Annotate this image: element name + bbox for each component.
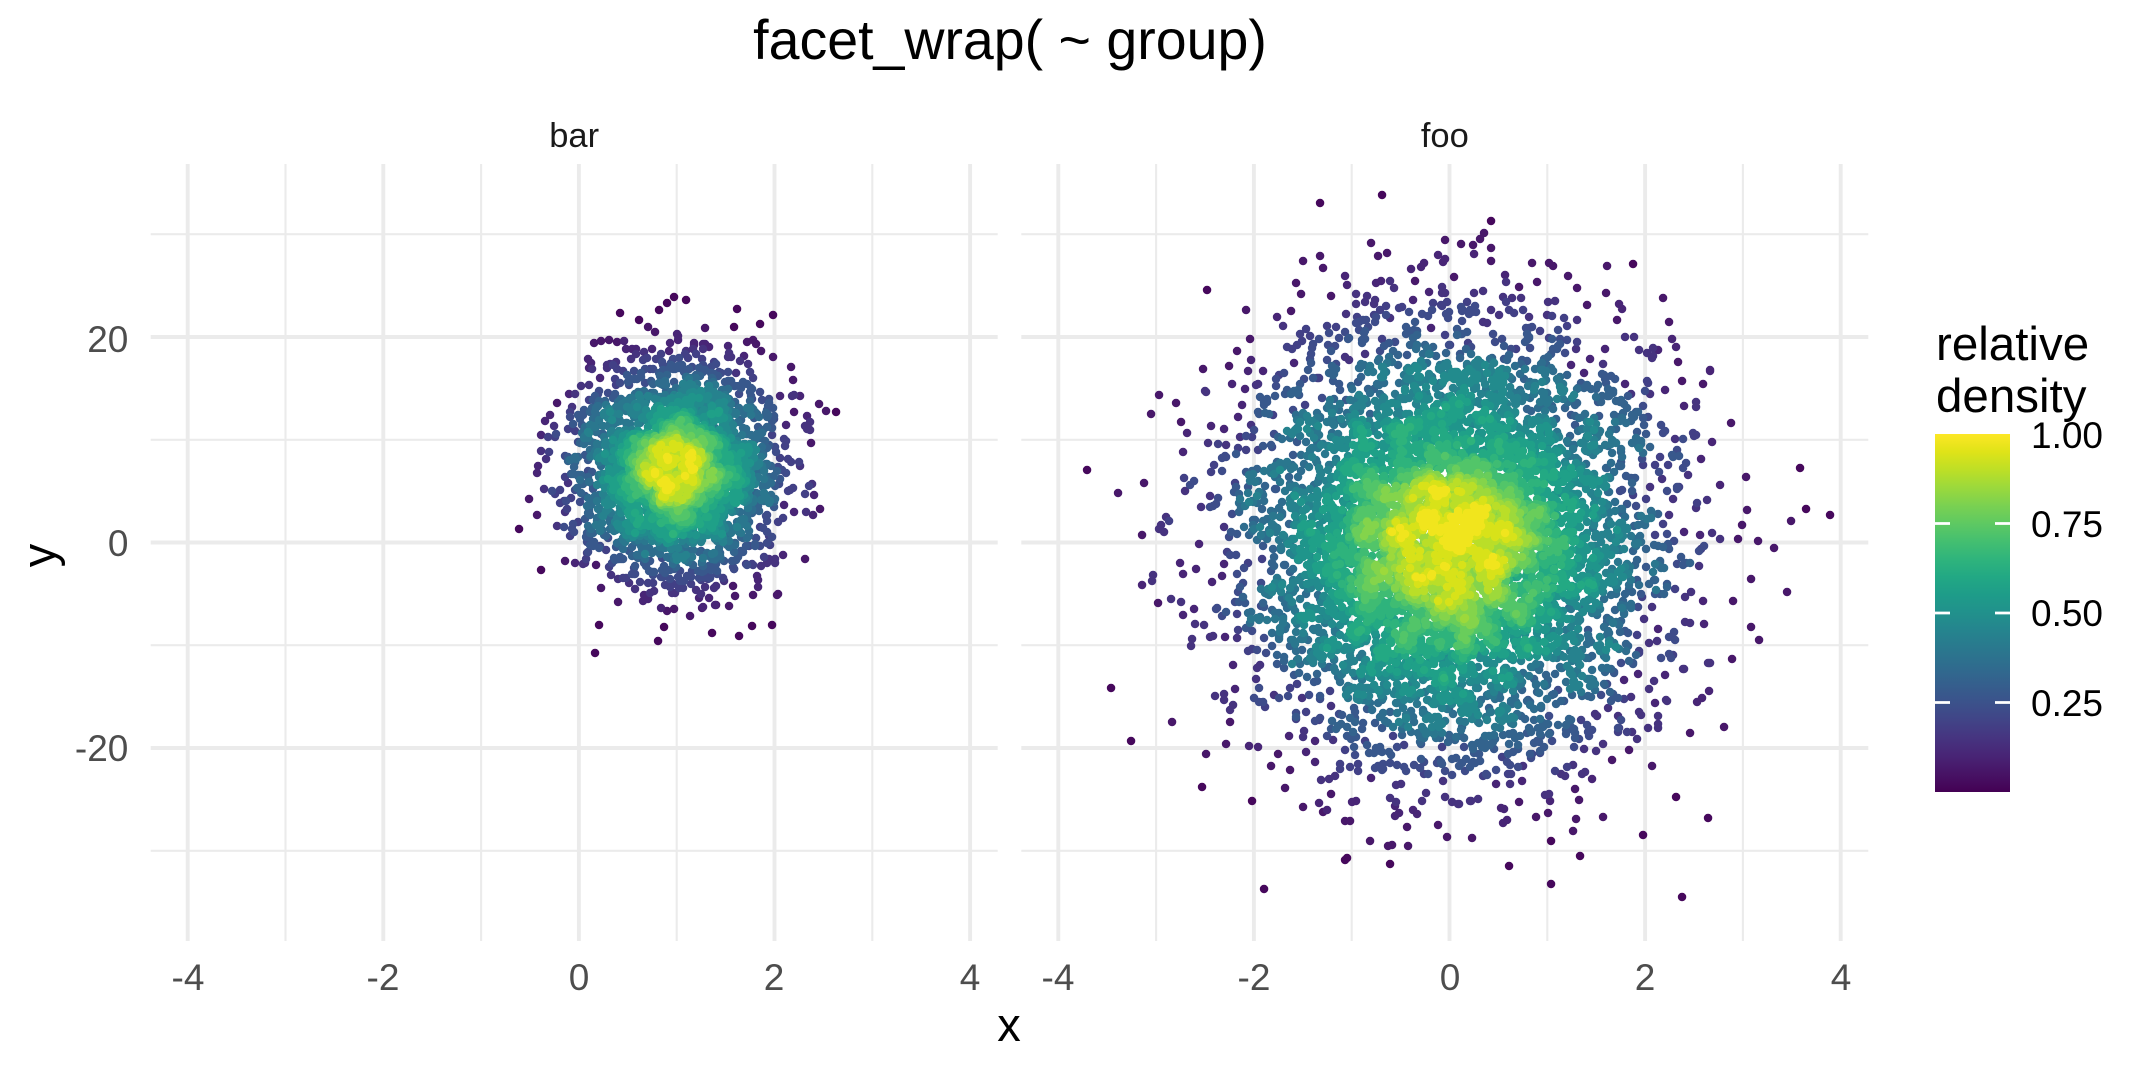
svg-text:relative: relative: [1936, 318, 2089, 371]
svg-text:-4: -4: [1042, 957, 1075, 998]
svg-text:0.50: 0.50: [2031, 593, 2103, 634]
svg-text:1.00: 1.00: [2031, 415, 2103, 456]
svg-text:bar: bar: [549, 117, 599, 155]
svg-text:-2: -2: [1238, 957, 1271, 998]
svg-text:0: 0: [108, 523, 129, 564]
svg-text:4: 4: [1831, 957, 1852, 998]
svg-text:-2: -2: [367, 957, 400, 998]
svg-text:0: 0: [569, 957, 590, 998]
svg-text:foo: foo: [1421, 117, 1469, 155]
svg-text:facet_wrap( ~ group): facet_wrap( ~ group): [753, 9, 1267, 71]
svg-text:4: 4: [960, 957, 981, 998]
svg-text:0.25: 0.25: [2031, 683, 2103, 724]
svg-text:y: y: [12, 543, 65, 567]
svg-text:density: density: [1936, 370, 2087, 423]
svg-text:0: 0: [1440, 957, 1461, 998]
svg-text:20: 20: [87, 319, 128, 360]
svg-text:x: x: [997, 998, 1021, 1051]
svg-text:2: 2: [764, 957, 785, 998]
svg-text:0.75: 0.75: [2031, 504, 2103, 545]
svg-text:-4: -4: [172, 957, 205, 998]
svg-text:-20: -20: [75, 728, 128, 769]
svg-text:2: 2: [1635, 957, 1656, 998]
